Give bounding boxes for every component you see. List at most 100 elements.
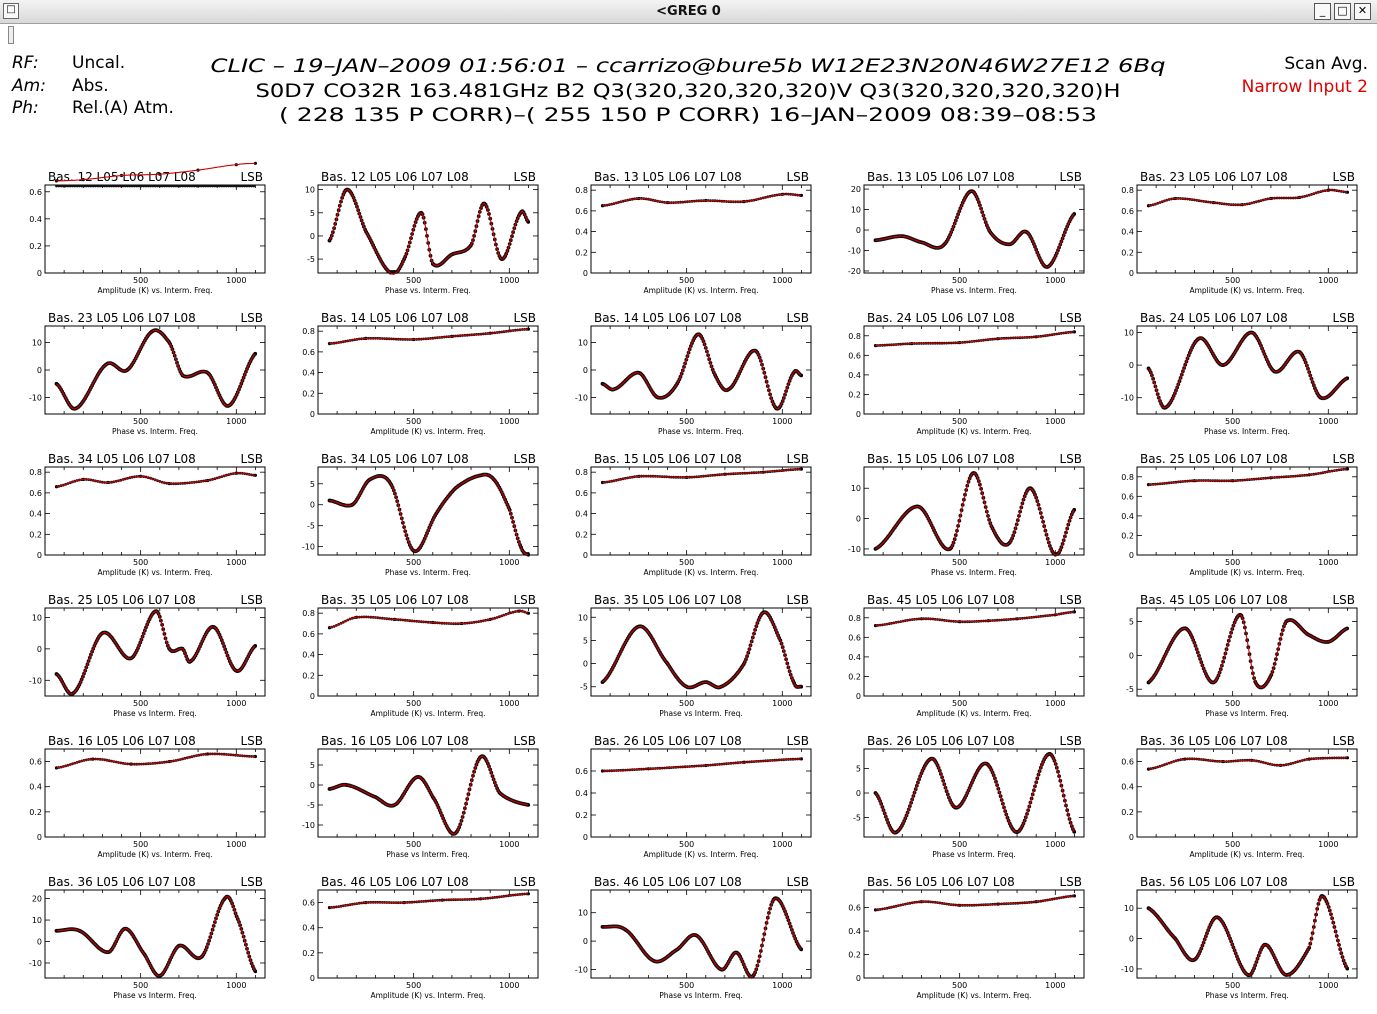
y-tick-label: 10: [1124, 329, 1134, 338]
data-point: [163, 184, 166, 188]
close-icon[interactable]: ✕: [1354, 3, 1371, 20]
panel-24: Bas. 26 L05 L06 L07 L08 LSB 500 1000 -5 0 5 Pha…: [853, 734, 1085, 859]
data-point: [227, 184, 231, 188]
x-tick-label: 500: [679, 276, 694, 285]
panel-sideband: LSB: [513, 593, 536, 607]
y-tick-label: 0.6: [848, 633, 861, 642]
y-tick-label: -10: [1121, 394, 1134, 403]
panel-4: Bas. 13 L05 L06 L07 L08 LSB 500 1000 -20 -10 0…: [848, 170, 1085, 295]
data-points: [327, 754, 531, 836]
panel-title: Bas. 13 L05 L06 L07 L08: [594, 170, 742, 184]
data-point: [181, 184, 185, 188]
data-points: [873, 471, 1076, 557]
x-axis-label: Amplitude (K) vs. Interm. Freq.: [97, 568, 212, 577]
data-point: [234, 184, 237, 188]
data-point: [87, 184, 90, 188]
fit-curve: [56, 472, 256, 488]
x-axis-label: Amplitude (K) vs. Interm. Freq.: [643, 568, 758, 577]
data-point: [91, 184, 95, 188]
panel-20: Bas. 45 L05 L06 L07 L08 LSB 500 1000 -5 0 5 Pha…: [1126, 593, 1358, 718]
x-tick-label: 1000: [499, 981, 519, 990]
data-point: [204, 184, 208, 188]
panel-title: Bas. 36 L05 L06 L07 L08: [48, 875, 196, 889]
panel-title: Bas. 26 L05 L06 L07 L08: [594, 734, 742, 748]
data-point: [130, 184, 134, 188]
plot-canvas: RF: Uncal. Am: Abs. Ph: Rel.(A) Atm. CLI…: [11, 53, 1368, 1000]
y-tick-label: 0.4: [29, 510, 42, 519]
x-tick-label: 500: [952, 417, 967, 426]
panel-sideband: LSB: [240, 875, 263, 889]
y-tick-label: 0.2: [302, 671, 315, 680]
x-axis-label: Phase vs Interm. Freq.: [113, 991, 197, 1000]
panel-title: Bas. 25 L05 L06 L07 L08: [48, 593, 196, 607]
panel-sideband: LSB: [240, 734, 263, 748]
y-tick-label: 0: [1129, 269, 1134, 278]
panel-title: Bas. 34 L05 L06 L07 L08: [48, 452, 196, 466]
data-point: [149, 184, 153, 188]
panel-sideband: LSB: [1059, 593, 1082, 607]
panel-sideband: LSB: [786, 452, 809, 466]
panel-sideband: LSB: [513, 311, 536, 325]
panel-26: Bas. 36 L05 L06 L07 L08 LSB 500 1000 -10 0 10 2…: [29, 875, 266, 1000]
data-point: [151, 184, 155, 188]
x-tick-label: 1000: [1045, 699, 1065, 708]
x-tick-label: 1000: [772, 699, 792, 708]
panel-27: Bas. 46 L05 L06 L07 L08 LSB 500 1000 0 0.2 0.4…: [302, 875, 539, 1000]
data-points: [873, 330, 1076, 348]
panel-frame: [1136, 607, 1358, 697]
panel-25: Bas. 36 L05 L06 L07 L08 LSB 500 1000 0 0.2 0.4…: [1121, 734, 1358, 859]
scroll-handle[interactable]: [8, 26, 14, 44]
minimize-icon[interactable]: _: [1314, 3, 1331, 20]
data-points: [1146, 612, 1349, 690]
x-axis-label: Phase vs. Interm. Freq.: [931, 568, 1017, 577]
window-titlebar[interactable]: □ <GREG 0 _ □ ✕: [0, 0, 1377, 24]
panel-frame: [863, 325, 1085, 415]
panel-title: Bas. 24 L05 L06 L07 L08: [867, 311, 1015, 325]
y-tick-label: 0: [1129, 833, 1134, 842]
y-tick-label: 5: [310, 209, 315, 218]
data-point: [107, 184, 111, 188]
data-point: [153, 184, 157, 188]
panel-sideband: LSB: [240, 170, 263, 184]
x-tick-label: 1000: [226, 276, 246, 285]
x-tick-label: 500: [952, 276, 967, 285]
y-tick-label: 0: [856, 410, 861, 419]
data-point: [174, 184, 178, 188]
data-point: [231, 184, 235, 188]
y-tick-label: 0: [37, 645, 42, 654]
x-tick-label: 500: [679, 558, 694, 567]
x-axis-label: Phase vs. Interm. Freq.: [1204, 427, 1290, 436]
y-tick-label: 10: [851, 484, 861, 493]
data-point: [208, 184, 212, 188]
x-axis-label: Amplitude (K) vs. Interm. Freq.: [370, 709, 485, 718]
data-point: [133, 184, 136, 188]
data-point: [195, 184, 198, 188]
y-tick-label: 0: [583, 660, 588, 669]
panel-frame: [863, 184, 1085, 274]
data-point: [144, 184, 148, 188]
x-axis-label: Amplitude (K) vs. Interm. Freq.: [370, 991, 485, 1000]
panel-sideband: LSB: [786, 734, 809, 748]
maximize-icon[interactable]: □: [1334, 3, 1351, 20]
x-tick-label: 500: [133, 558, 148, 567]
y-tick-label: 0: [856, 515, 861, 524]
window-menu-icon[interactable]: □: [3, 3, 19, 19]
panel-sideband: LSB: [786, 593, 809, 607]
y-tick-label: 0: [583, 937, 588, 946]
x-tick-label: 500: [952, 840, 967, 849]
y-tick-label: 0.2: [575, 530, 588, 539]
panel-sideband: LSB: [240, 593, 263, 607]
x-axis-label: Amplitude (K) vs. Interm. Freq.: [1189, 286, 1304, 295]
panel-sideband: LSB: [786, 170, 809, 184]
y-tick-label: 0.4: [1121, 783, 1134, 792]
y-tick-label: -5: [580, 683, 588, 692]
y-tick-label: 0.8: [848, 614, 861, 623]
ph-label: Ph:: [12, 98, 39, 118]
data-point: [156, 184, 159, 188]
panel-2: Bas. 12 L05 L06 L07 L08 LSB 500 1000 -5 0 5 10 P…: [305, 170, 539, 295]
scan-avg-label: Scan Avg.: [1284, 54, 1368, 74]
panel-9: Bas. 24 L05 L06 L07 L08 LSB 500 1000 0 0.2 0.4…: [848, 311, 1085, 436]
x-axis-label: Phase vs Interm. Freq.: [386, 850, 470, 859]
header-line-2: S0D7 CO32R 163.481GHz B2 Q3(320,320,320,…: [256, 80, 1121, 102]
y-tick-label: 0.4: [848, 653, 861, 662]
